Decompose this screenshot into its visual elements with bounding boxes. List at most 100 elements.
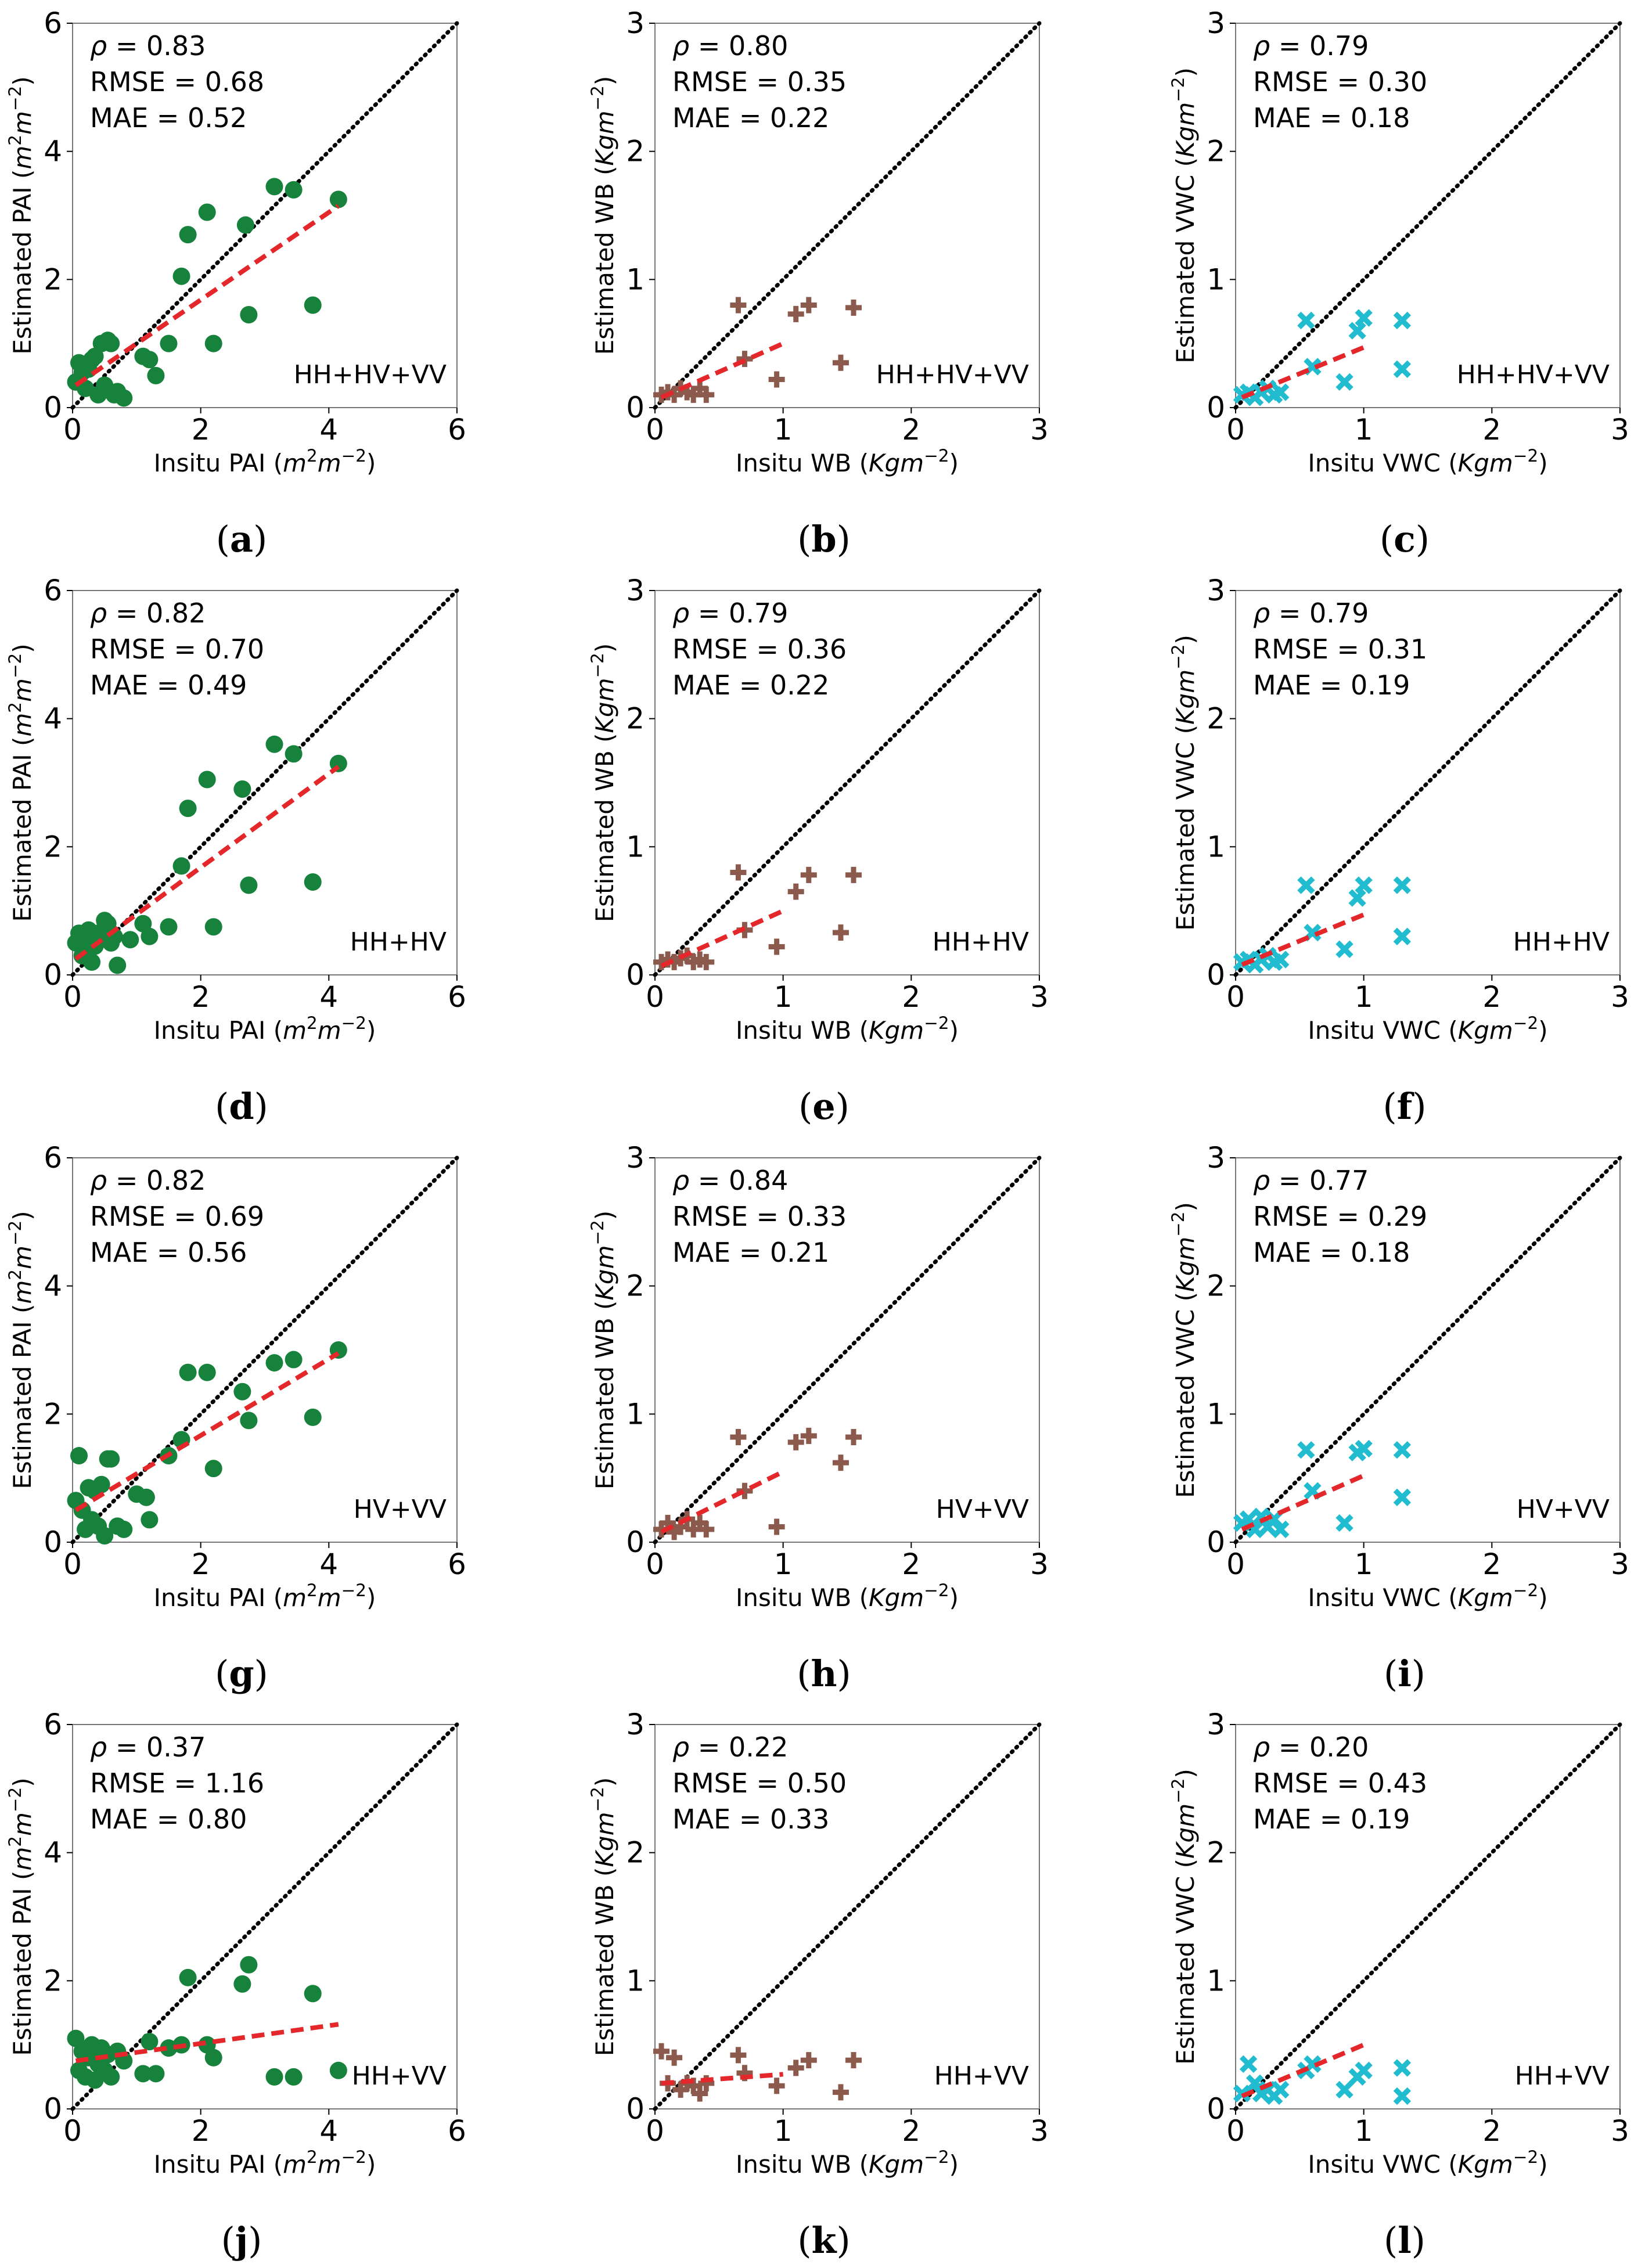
regression-fit-line (660, 341, 784, 400)
scatter-panel-h: 00 1 1 2 2 3 3 Insitu WB (Kgm−2) Estimated WB (K… (588, 1141, 1049, 1695)
x-tick-label: 1 (1355, 980, 1373, 1014)
y-tick-label: 2 (1207, 1269, 1225, 1303)
panel-caption: (i) (1384, 1653, 1425, 1695)
filled-circle-marker (137, 1488, 155, 1506)
plus-marker (800, 297, 817, 314)
x-tick-label: 2 (902, 413, 920, 447)
identity-line (70, 1155, 459, 1545)
y-tick-label: 6 (44, 6, 62, 40)
x-tick-label: 3 (1030, 1547, 1049, 1581)
x-axis-label: Insitu VWC (Kgm−2) (1308, 1013, 1547, 1045)
filled-circle-marker (285, 181, 303, 199)
polarization-label: HH+VV (934, 2061, 1029, 2091)
x-tick-label: 2 (192, 1547, 210, 1581)
mae-stat: MAE = 0.19 (1253, 1803, 1410, 1835)
filled-circle-marker (109, 956, 127, 974)
filled-circle-marker (198, 771, 216, 789)
rho-stat: ρ = 0.79 (672, 597, 788, 629)
y-tick-label: 2 (1207, 702, 1225, 736)
x-axis-label: Insitu VWC (Kgm−2) (1308, 1581, 1547, 1612)
panel-caption: (k) (797, 2219, 850, 2262)
x-tick-label: 0 (1226, 413, 1245, 447)
filled-circle-marker (141, 351, 159, 369)
y-tick-label: 1 (626, 830, 645, 863)
x-tick-label: 3 (1030, 2114, 1049, 2148)
plus-marker (736, 1482, 753, 1499)
x-tick-label: 3 (1611, 2114, 1629, 2148)
y-tick-label: 1 (1207, 1397, 1225, 1431)
rho-stat: ρ = 0.83 (90, 30, 206, 62)
rmse-stat: RMSE = 0.43 (1253, 1767, 1427, 1799)
plus-marker (845, 299, 862, 316)
filled-circle-marker (96, 1527, 114, 1545)
plus-marker (768, 1518, 785, 1535)
x-tick-label: 3 (1611, 413, 1629, 447)
mae-stat: MAE = 0.56 (90, 1237, 247, 1268)
x-tick-label: 2 (192, 413, 210, 447)
filled-circle-marker (147, 366, 165, 384)
panel-caption: (c) (1380, 518, 1430, 560)
y-tick-label: 2 (626, 1836, 645, 1870)
y-tick-label: 0 (626, 1525, 645, 1559)
filled-circle-marker (304, 1408, 322, 1426)
panel-caption: (j) (221, 2219, 262, 2262)
rho-stat: ρ = 0.20 (1253, 1731, 1369, 1763)
y-tick-label: 0 (626, 391, 645, 424)
polarization-label: HV+VV (1517, 1495, 1610, 1524)
x-axis-label: Insitu PAI (m2m−2) (154, 1013, 376, 1045)
panel-caption: (l) (1384, 2219, 1425, 2262)
x-marker (1335, 373, 1353, 391)
y-tick-label: 2 (44, 262, 62, 296)
x-axis-label: Insitu VWC (Kgm−2) (1308, 2147, 1547, 2179)
rho-stat: ρ = 0.80 (672, 30, 788, 62)
filled-circle-marker (141, 1511, 159, 1529)
x-marker (1272, 1520, 1290, 1539)
plus-marker (845, 2052, 862, 2069)
filled-circle-marker (70, 1447, 88, 1465)
mae-stat: MAE = 0.22 (672, 102, 829, 134)
panel-caption: (e) (798, 1085, 849, 1128)
filled-circle-marker (233, 1383, 251, 1401)
filled-circle-marker (204, 1460, 222, 1478)
x-marker (1335, 1514, 1353, 1532)
plot-frame (72, 590, 458, 975)
x-axis-label: Insitu WB (Kgm−2) (736, 2147, 959, 2179)
scatter-panel-g: 00 2 2 4 4 6 6 Insitu PAI (m2m−2) Estimated PAI … (5, 1141, 466, 1695)
y-tick-label: 6 (44, 1708, 62, 1741)
rmse-stat: RMSE = 0.68 (90, 66, 264, 98)
y-tick-label: 4 (44, 135, 62, 168)
rmse-stat: RMSE = 0.35 (672, 66, 847, 98)
x-marker (1355, 309, 1373, 327)
rho-stat: ρ = 0.79 (1253, 597, 1369, 629)
regression-fit-line (1241, 1473, 1365, 1532)
scatter-panel-i: 00 1 1 2 2 3 3 Insitu VWC (Kgm−2) Estimated VWC … (1168, 1141, 1629, 1695)
x-tick-label: 0 (63, 980, 82, 1014)
filled-circle-marker (147, 2065, 165, 2083)
x-tick-label: 3 (1030, 413, 1049, 447)
plus-marker (698, 953, 715, 970)
plot-frame (654, 1724, 1040, 2109)
filled-circle-marker (204, 2049, 222, 2067)
plot-frame (72, 1157, 458, 1543)
polarization-label: HH+VV (352, 2061, 447, 2091)
y-tick-label: 3 (626, 574, 645, 607)
panel-caption: (h) (797, 1653, 851, 1695)
x-tick-label: 3 (1611, 980, 1629, 1014)
identity-line (1233, 1722, 1622, 2111)
x-tick-label: 6 (448, 980, 466, 1014)
x-tick-label: 2 (902, 980, 920, 1014)
filled-circle-marker (265, 1354, 283, 1372)
filled-circle-marker (304, 873, 322, 891)
regression-fit-line (1241, 2042, 1365, 2098)
polarization-label: HV+VV (936, 1495, 1029, 1524)
regression-fit-line (74, 1351, 340, 1513)
plus-marker (832, 354, 849, 371)
scatter-panel-j: 00 2 2 4 4 6 6 Insitu PAI (m2m−2) Estimated PAI … (5, 1708, 466, 2262)
filled-circle-marker (240, 1412, 258, 1430)
x-tick-label: 0 (63, 2114, 82, 2148)
identity-line (1233, 1155, 1622, 1545)
filled-circle-marker (172, 267, 190, 285)
scatter-panel-f: 00 1 1 2 2 3 3 Insitu VWC (Kgm−2) Estimated VWC … (1168, 574, 1629, 1128)
y-tick-label: 1 (1207, 262, 1225, 296)
filled-circle-marker (265, 735, 283, 753)
